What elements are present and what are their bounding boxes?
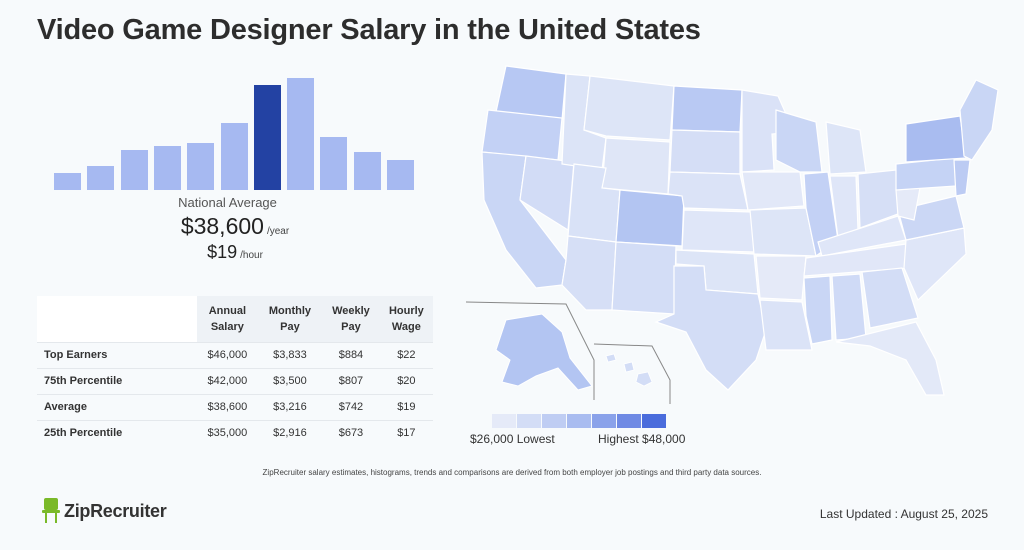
- map-region-iowa: [741, 171, 805, 211]
- cell-weekly: $673: [322, 419, 380, 446]
- map-region-florida: [835, 321, 945, 396]
- legend-swatch: [567, 414, 591, 428]
- map-region-michigan: [825, 121, 867, 175]
- histogram-bar: [120, 150, 148, 190]
- map-region-montana: [583, 75, 675, 141]
- cell-hourly: $17: [379, 419, 433, 446]
- map-region-mid-atlantic: [953, 159, 971, 197]
- cell-weekly: $807: [322, 367, 380, 394]
- map-region-north-dakota: [671, 85, 743, 133]
- histogram-bar: [187, 143, 215, 190]
- cell-annual: $42,000: [197, 367, 258, 394]
- table-header-blank: [37, 296, 197, 342]
- table-row: 75th Percentile $42,000 $3,500 $807 $20: [37, 367, 433, 394]
- histogram-bar: [353, 152, 381, 190]
- histogram-bar: [54, 173, 81, 190]
- ziprecruiter-logo[interactable]: ZipRecruiter: [42, 498, 167, 524]
- map-region-pennsylvania: [895, 157, 957, 191]
- histogram-bar: [153, 146, 181, 190]
- map-region-louisiana: [759, 299, 813, 351]
- histogram-bar: [87, 166, 115, 190]
- table-row: Average $38,600 $3,216 $742 $19: [37, 393, 433, 420]
- map-inset-line-alaska: [466, 301, 595, 400]
- salary-histogram: [50, 60, 420, 190]
- map-region-new-mexico: [611, 241, 677, 315]
- histogram-bar: [220, 123, 248, 190]
- national-average-label: National Average: [178, 195, 277, 210]
- legend-swatch: [642, 414, 666, 428]
- cell-hourly: $20: [379, 367, 433, 394]
- map-region-arizona: [561, 235, 617, 311]
- cell-hourly: $22: [379, 341, 433, 368]
- map-region-hawaii: [605, 353, 653, 387]
- cell-annual: $35,000: [197, 419, 258, 446]
- table-row: 25th Percentile $35,000 $2,916 $673 $17: [37, 419, 433, 446]
- cell-weekly: $742: [322, 393, 380, 420]
- table-header-row: Annual Salary Monthly Pay Weekly Pay Hourly…: [37, 296, 433, 342]
- map-alaska-inset: [466, 301, 595, 400]
- histogram-bar: [253, 85, 281, 190]
- map-region-colorado: [615, 189, 685, 247]
- legend-swatch: [542, 414, 566, 428]
- histogram-bar: [287, 78, 315, 190]
- map-region-south-dakota: [669, 129, 741, 175]
- salary-table: Annual Salary Monthly Pay Weekly Pay Hourly…: [37, 296, 433, 446]
- cell-monthly: $3,500: [257, 367, 323, 394]
- map-hawaii-inset: [593, 343, 671, 404]
- cell-hourly: $19: [379, 393, 433, 420]
- cell-annual: $46,000: [197, 341, 258, 368]
- map-inset-line-hawaii: [593, 343, 671, 404]
- row-label: Top Earners: [37, 341, 197, 368]
- logo-text: ZipRecruiter: [64, 500, 167, 521]
- map-region-alaska: [495, 313, 593, 391]
- table-header-monthly: Monthly Pay: [257, 296, 323, 342]
- legend-swatch: [592, 414, 616, 428]
- map-region-alabama: [831, 273, 867, 341]
- us-salary-map: [466, 65, 999, 404]
- map-legend: [492, 414, 667, 428]
- map-region-mississippi: [803, 275, 833, 345]
- hourly-amount: $19: [207, 242, 238, 262]
- row-label: 25th Percentile: [37, 419, 197, 446]
- legend-swatch: [492, 414, 516, 428]
- disclaimer-text: ZipRecruiter salary estimates, histogram…: [262, 468, 762, 477]
- table-header-weekly: Weekly Pay: [322, 296, 380, 342]
- map-region-georgia: [861, 267, 919, 329]
- yearly-unit: /year: [266, 226, 290, 237]
- cell-annual: $38,600: [197, 393, 258, 420]
- map-region-wyoming: [601, 137, 671, 195]
- hourly-wage: $19/hour: [100, 242, 370, 263]
- map-region-new-york: [905, 115, 967, 163]
- map-contiguous-us: [481, 65, 999, 396]
- cell-monthly: $3,216: [257, 393, 323, 420]
- map-region-nebraska: [667, 171, 749, 211]
- legend-low-label: $26,000 Lowest: [470, 432, 555, 446]
- map-region-missouri: [749, 207, 817, 257]
- yearly-amount: $38,600: [180, 213, 264, 239]
- map-region-wisconsin: [775, 109, 823, 173]
- page-title: Video Game Designer Salary in the United…: [37, 14, 701, 46]
- table-header-hourly: Hourly Wage: [379, 296, 433, 342]
- chair-icon: [42, 498, 60, 523]
- map-region-new-england: [959, 79, 999, 161]
- hourly-unit: /hour: [240, 250, 263, 261]
- cell-monthly: $3,833: [257, 341, 323, 368]
- map-region-arkansas: [755, 255, 807, 301]
- legend-swatch: [517, 414, 541, 428]
- table-row: Top Earners $46,000 $3,833 $884 $22: [37, 341, 433, 368]
- cell-monthly: $2,916: [257, 419, 323, 446]
- row-label: Average: [37, 393, 197, 420]
- legend-swatch: [617, 414, 641, 428]
- table-header-annual: Annual Salary: [197, 296, 258, 342]
- yearly-salary: $38,600/year: [100, 213, 370, 240]
- histogram-bar: [320, 137, 348, 190]
- map-region-kansas: [681, 209, 755, 253]
- row-label: 75th Percentile: [37, 367, 197, 394]
- map-region-texas: [654, 265, 767, 391]
- cell-weekly: $884: [322, 341, 380, 368]
- histogram-bar: [387, 160, 414, 190]
- legend-high-label: Highest $48,000: [598, 432, 686, 446]
- last-updated: Last Updated : August 25, 2025: [819, 507, 988, 521]
